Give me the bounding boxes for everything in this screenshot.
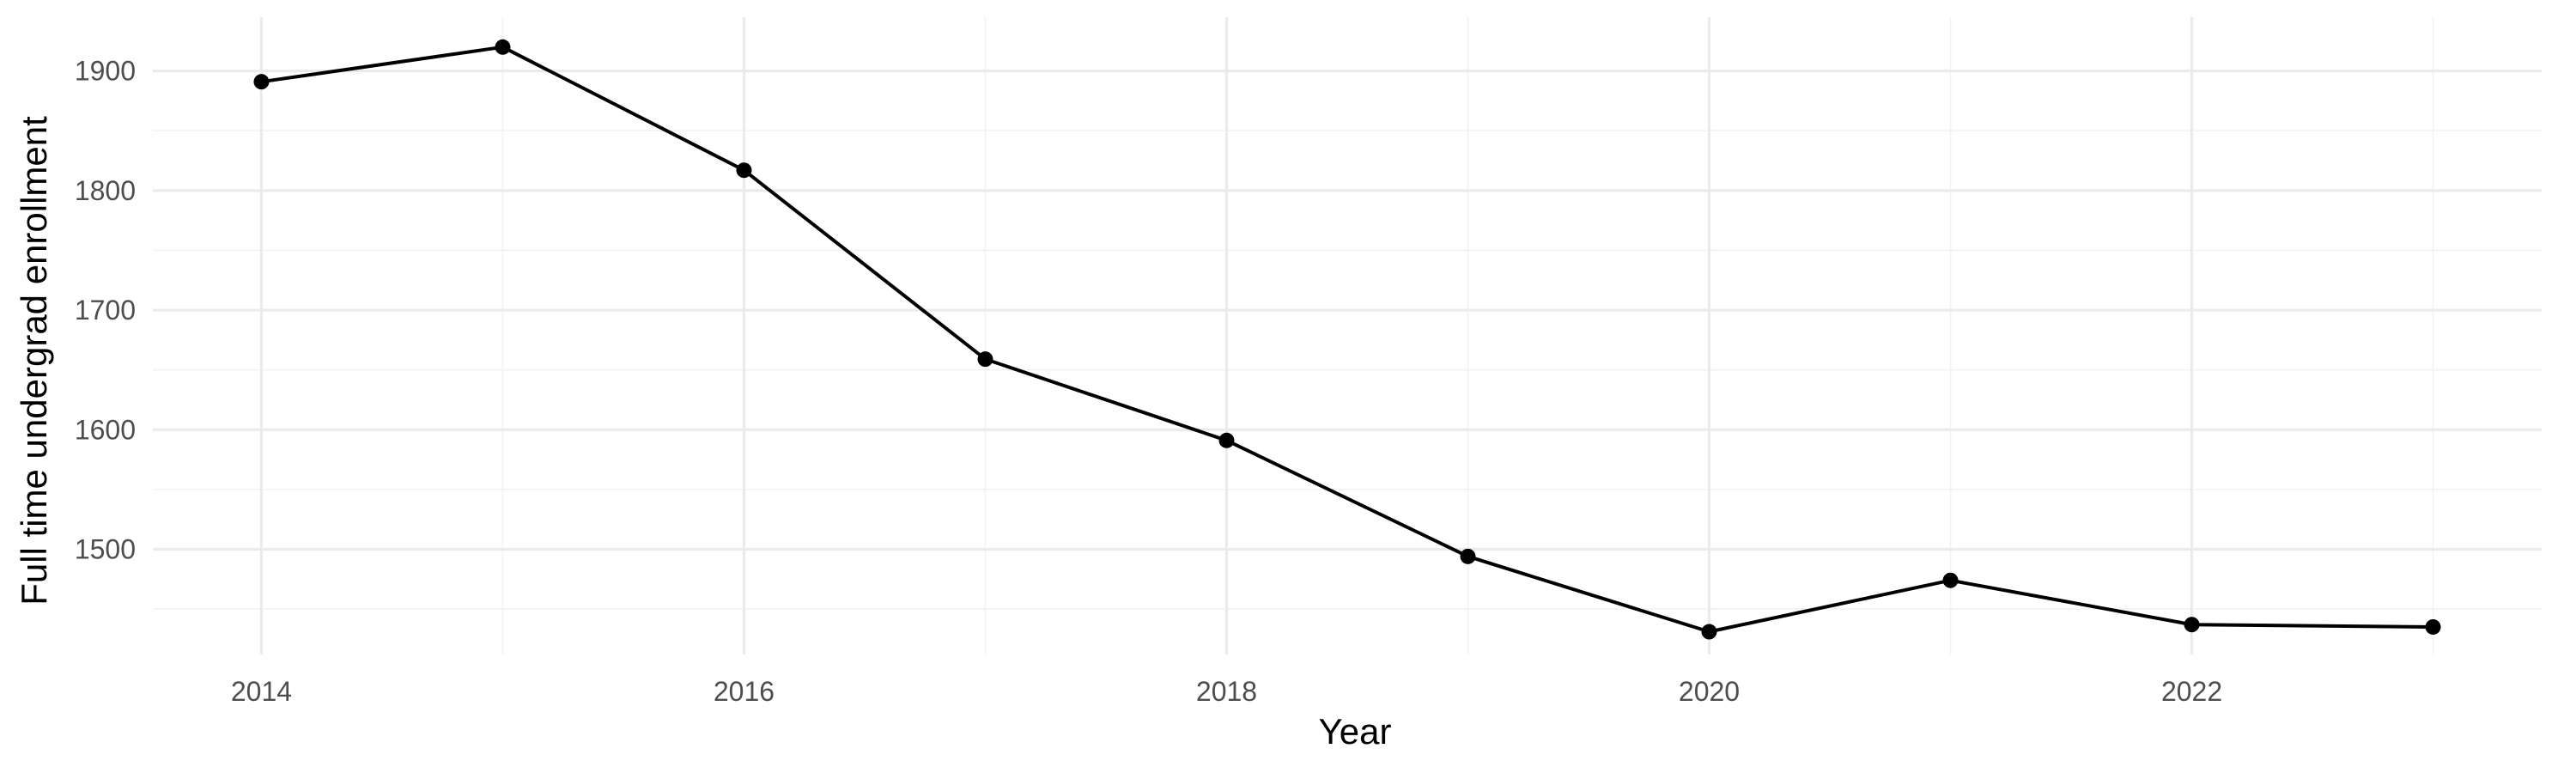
data-point — [2184, 617, 2200, 633]
x-tick-label: 2020 — [1679, 676, 1740, 707]
data-point — [253, 74, 270, 90]
x-tick-label: 2016 — [714, 676, 775, 707]
major-gridlines — [153, 17, 2542, 654]
series-line — [259, 45, 2435, 634]
data-point — [736, 162, 752, 179]
data-point — [495, 39, 511, 55]
data-point — [1701, 624, 1717, 640]
data-point — [977, 351, 993, 368]
y-axis-title: Full time undergrad enrollment — [14, 116, 54, 606]
x-tick-label: 2014 — [231, 676, 292, 707]
y-tick-label: 1500 — [75, 533, 136, 564]
minor-gridlines — [153, 17, 2542, 654]
data-series — [259, 45, 2435, 634]
y-tick-label: 1700 — [75, 295, 136, 326]
y-axis-tick-labels: 1500 1600 1700 1800 1900 — [75, 56, 136, 565]
data-point — [1942, 572, 1959, 588]
x-tick-label: 2018 — [1196, 676, 1257, 707]
y-tick-label: 1600 — [75, 414, 136, 445]
y-tick-label: 1900 — [75, 56, 136, 87]
y-tick-label: 1800 — [75, 175, 136, 206]
x-tick-label: 2022 — [2161, 676, 2222, 707]
data-point — [1460, 548, 1476, 564]
x-axis-title: Year — [1319, 711, 1392, 752]
x-axis-tick-labels: 2014 2016 2018 2020 2022 — [231, 676, 2222, 707]
data-point — [2425, 618, 2441, 635]
data-points — [253, 39, 2441, 640]
data-point — [1218, 432, 1235, 448]
